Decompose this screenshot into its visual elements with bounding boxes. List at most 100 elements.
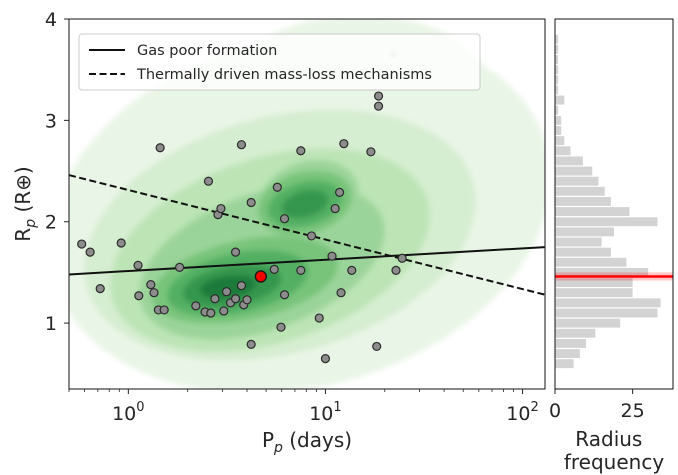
data-point bbox=[221, 287, 232, 297]
histogram-bar bbox=[555, 227, 614, 237]
histogram-bar bbox=[555, 196, 611, 206]
y-axis-label-subscript: p bbox=[23, 219, 39, 229]
histogram-bar bbox=[555, 257, 627, 267]
data-point bbox=[206, 308, 216, 318]
data-point bbox=[210, 294, 220, 304]
x-tick-base: 10 bbox=[309, 403, 333, 425]
data-point bbox=[296, 146, 306, 156]
data-point bbox=[133, 260, 143, 270]
histogram-bar bbox=[555, 338, 587, 348]
histogram-bar bbox=[555, 349, 580, 358]
histogram-frame bbox=[554, 18, 674, 390]
histogram-x-tick-label: 25 bbox=[621, 400, 645, 422]
fit-lines bbox=[69, 174, 545, 296]
data-point bbox=[347, 265, 357, 275]
data-point bbox=[372, 341, 382, 352]
histogram-bar bbox=[555, 34, 559, 44]
histogram-bars bbox=[555, 34, 661, 369]
data-point bbox=[391, 265, 401, 275]
x-tick-label: 102 bbox=[506, 400, 538, 425]
histogram-x-tick-label: 0 bbox=[549, 400, 561, 422]
x-tick-exponent: 1 bbox=[333, 400, 341, 415]
data-point bbox=[216, 203, 226, 214]
data-point bbox=[230, 247, 241, 257]
x-tick-label: 101 bbox=[309, 400, 341, 425]
histogram-bar bbox=[555, 126, 562, 135]
data-point bbox=[272, 182, 282, 192]
y-axis-ticks: 1 2 3 4 bbox=[45, 9, 69, 335]
histogram-bar bbox=[555, 44, 559, 54]
x-tick-base: 10 bbox=[112, 403, 136, 425]
legend: Gas poor formation Thermally driven mass… bbox=[78, 33, 481, 91]
histogram-bar bbox=[555, 75, 559, 85]
histogram-bar bbox=[555, 65, 559, 75]
thermal-mass-loss-line bbox=[69, 174, 545, 296]
legend-frame bbox=[78, 33, 481, 91]
histogram-bar bbox=[555, 217, 658, 227]
data-point bbox=[149, 288, 159, 298]
x-tick-exponent: 0 bbox=[136, 400, 144, 415]
x-tick-base: 10 bbox=[506, 403, 530, 425]
histogram-bar bbox=[555, 278, 633, 288]
scatter-points bbox=[77, 50, 407, 364]
histogram-bar bbox=[555, 186, 605, 196]
data-point bbox=[155, 143, 165, 153]
y-tick-label: 2 bbox=[45, 212, 57, 234]
x-axis-ticks: 100 101 102 bbox=[68, 389, 539, 425]
histogram-x-axis-label: Radius frequency bbox=[564, 427, 664, 474]
data-point bbox=[203, 176, 214, 186]
y-axis-label-unit: (R⊕) bbox=[11, 166, 35, 219]
data-point bbox=[366, 147, 376, 157]
histogram-bar bbox=[555, 247, 611, 257]
data-point bbox=[296, 265, 306, 275]
data-point bbox=[336, 288, 346, 298]
data-point bbox=[279, 214, 290, 224]
x-axis-label-subscript: p bbox=[273, 440, 283, 456]
data-point bbox=[335, 187, 345, 197]
data-point bbox=[236, 281, 247, 291]
data-point bbox=[276, 322, 286, 332]
histogram-bar bbox=[555, 237, 602, 247]
data-point bbox=[85, 247, 95, 257]
histogram-bar bbox=[555, 207, 630, 217]
data-point bbox=[134, 291, 144, 301]
kde-level-7 bbox=[281, 189, 329, 219]
main-plot-frame bbox=[68, 18, 546, 390]
data-point bbox=[95, 284, 105, 294]
histogram-bar bbox=[555, 166, 593, 176]
histogram-x-label-line-2: frequency bbox=[564, 450, 664, 474]
histogram-bar bbox=[555, 328, 596, 338]
histogram-bar bbox=[555, 308, 658, 318]
histogram-bar bbox=[555, 156, 583, 166]
y-tick-label: 3 bbox=[45, 110, 57, 132]
y-tick-label: 4 bbox=[45, 9, 57, 31]
data-point bbox=[314, 313, 324, 323]
data-point bbox=[191, 301, 201, 311]
data-point bbox=[269, 264, 279, 274]
gas-poor-formation-line bbox=[69, 246, 545, 276]
data-point bbox=[242, 295, 252, 305]
data-point bbox=[246, 197, 256, 208]
x-tick-label: 100 bbox=[112, 400, 144, 425]
data-point bbox=[373, 91, 384, 101]
data-point bbox=[327, 251, 337, 261]
x-axis-label: Pp (days) bbox=[262, 428, 352, 456]
histogram-bar bbox=[555, 146, 571, 156]
data-point bbox=[320, 353, 331, 364]
highlighted-planet-point bbox=[254, 270, 268, 283]
histogram-bar bbox=[555, 176, 599, 186]
radius-histogram-panel: 0 25 Radius frequency bbox=[549, 18, 674, 474]
x-axis-label-unit: (days) bbox=[283, 428, 352, 452]
y-axis-label: Rp (R⊕) bbox=[11, 166, 39, 241]
data-point bbox=[330, 203, 340, 214]
legend-label-gas-poor-formation: Gas poor formation bbox=[137, 43, 277, 59]
data-point bbox=[159, 305, 169, 315]
legend-label-thermally-driven: Thermally driven mass-loss mechanisms bbox=[136, 67, 432, 83]
histogram-bar bbox=[555, 115, 562, 125]
histogram-bar bbox=[555, 85, 559, 95]
histogram-bar bbox=[555, 55, 559, 65]
data-point bbox=[246, 339, 256, 349]
data-point bbox=[174, 262, 185, 272]
data-point bbox=[77, 239, 87, 249]
